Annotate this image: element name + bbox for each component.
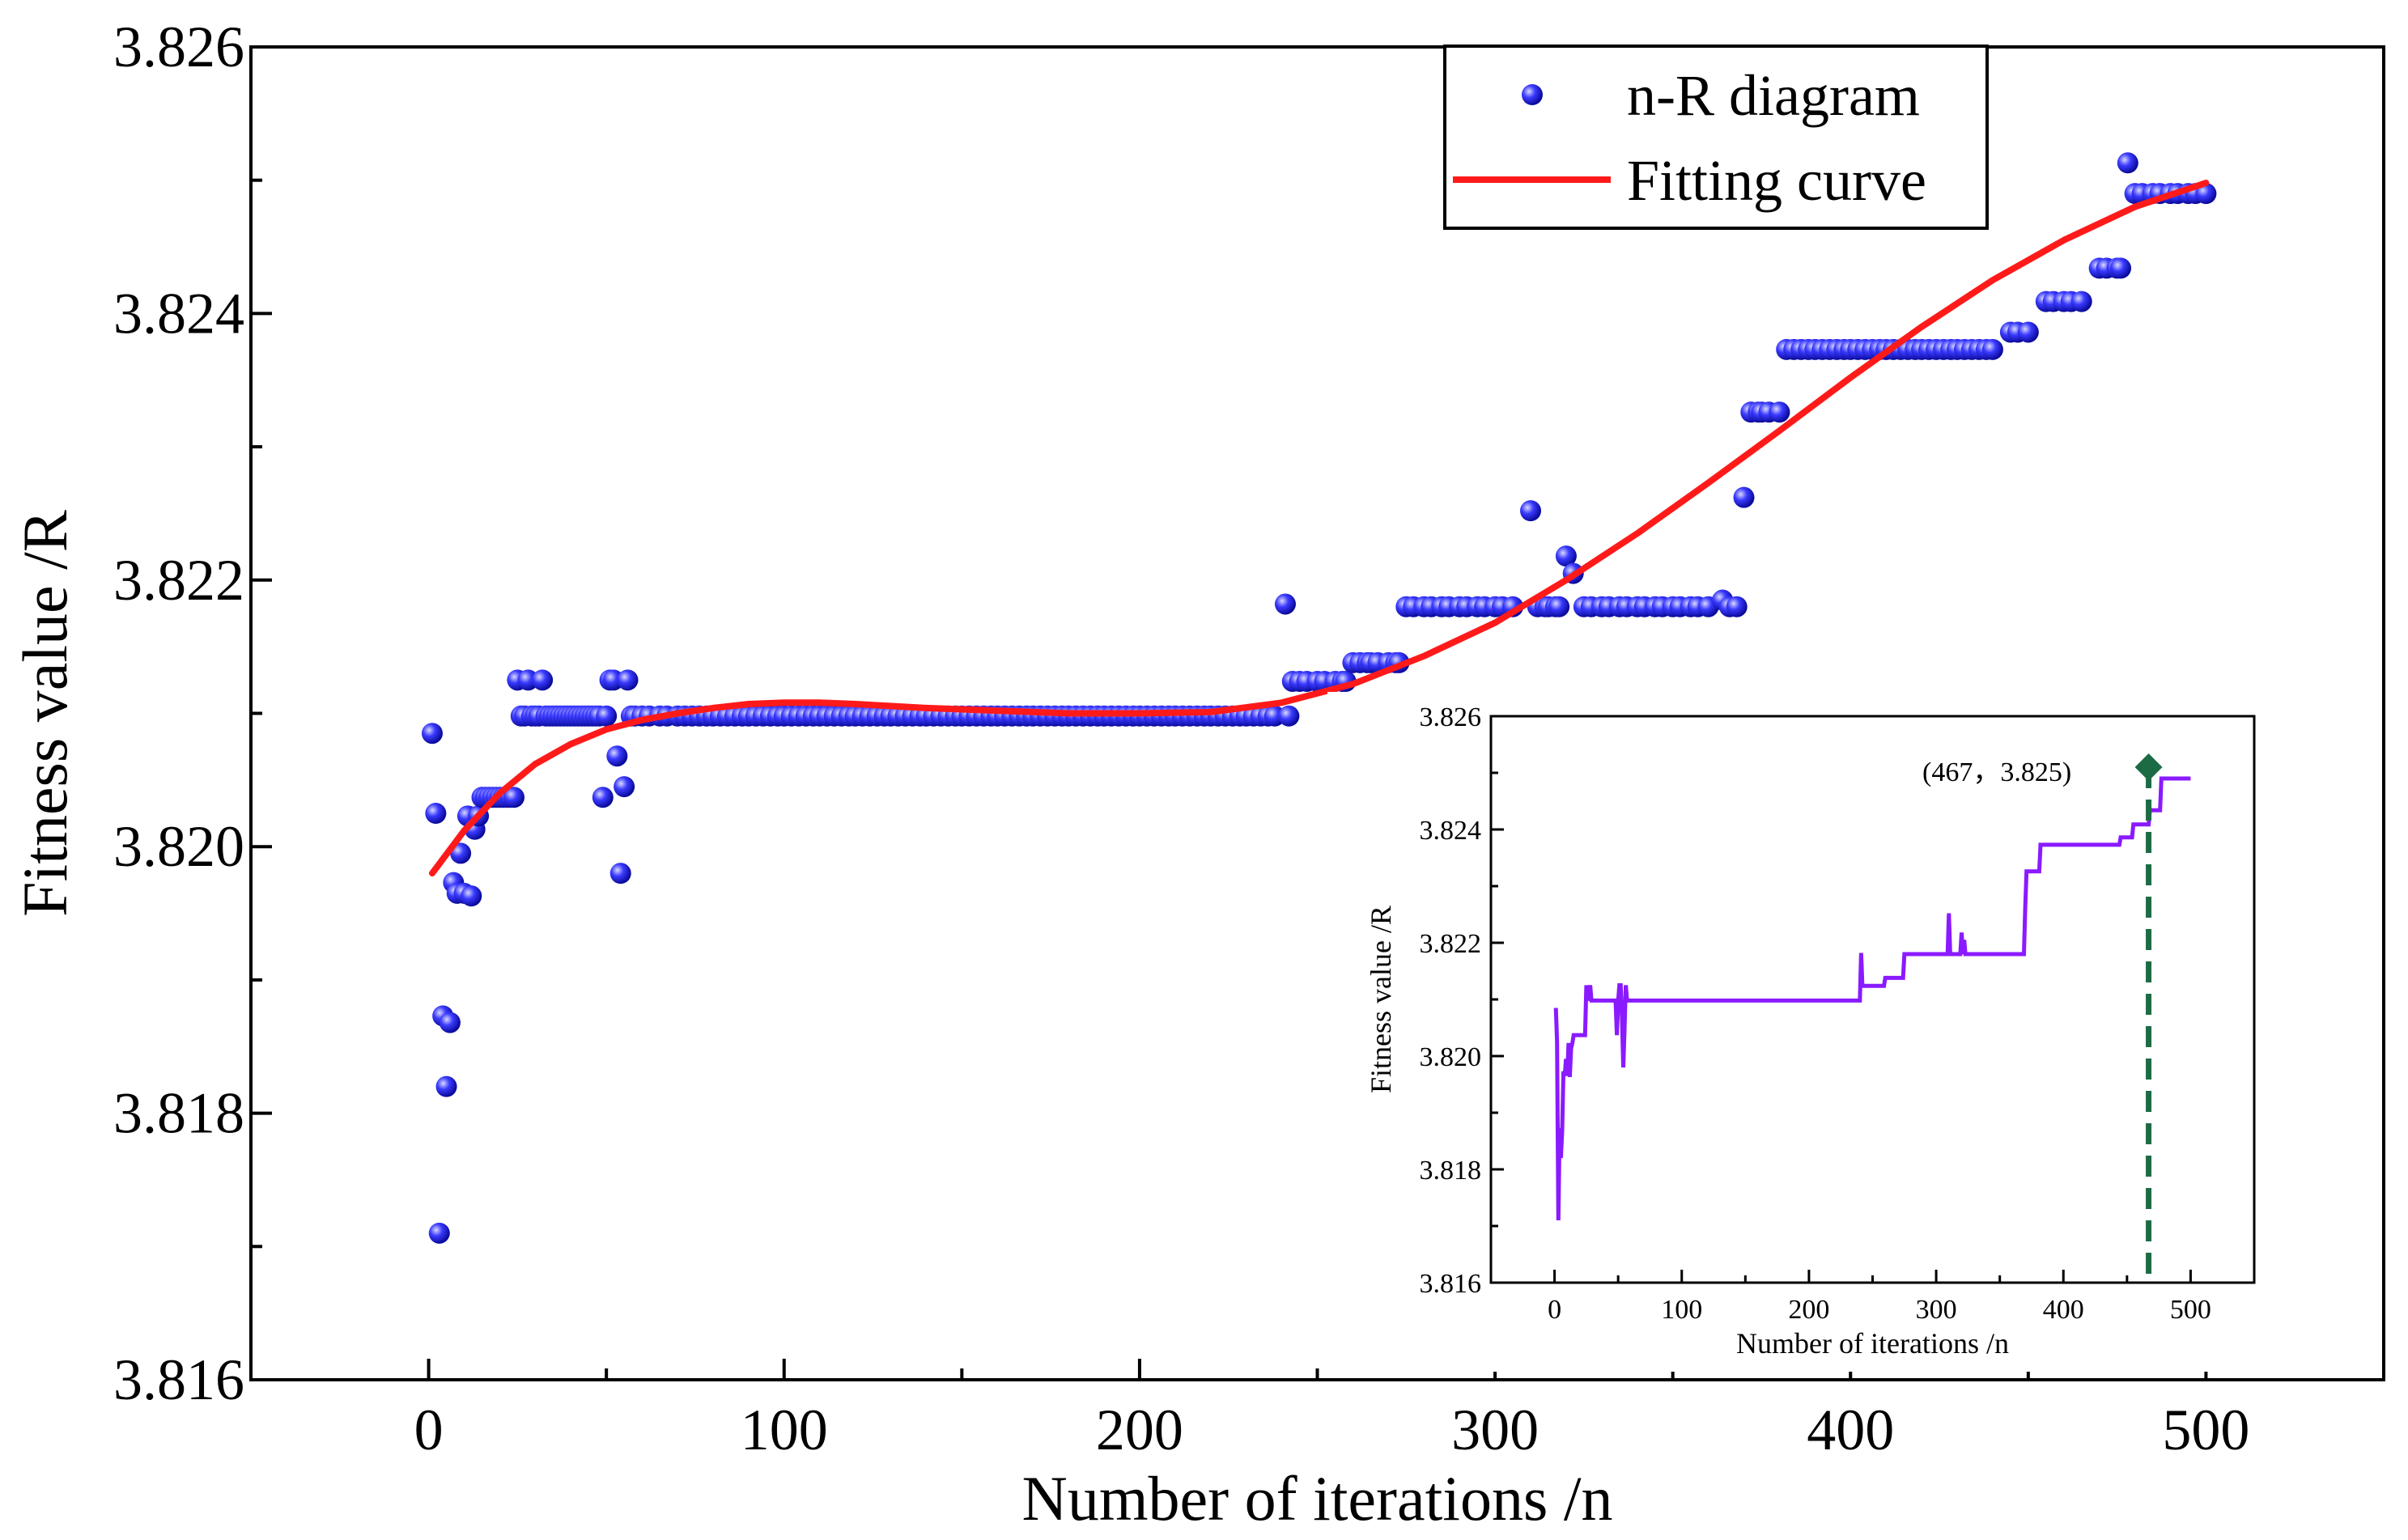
legend: n-R diagram Fitting curve [1443, 45, 1989, 230]
main-y-tick-label: 3.818 [113, 1081, 244, 1146]
scatter-point [609, 863, 631, 885]
inset-x-tick-label: 500 [2170, 1295, 2211, 1325]
scatter-point [532, 669, 554, 691]
inset-x-tick-label: 0 [1548, 1295, 1561, 1325]
main-y-tick-label: 3.816 [113, 1347, 244, 1412]
scatter-point [1278, 705, 1300, 727]
inset-y-axis: 3.816 3.818 3.820 3.822 3.824 3.826 [1420, 702, 1504, 1299]
inset-x-tick-label: 200 [1788, 1295, 1829, 1325]
scatter-point [503, 787, 524, 808]
scatter-point [435, 1075, 457, 1097]
inset-x-tick-label: 100 [1661, 1295, 1702, 1325]
main-x-axis-label: Number of iterations /n [1022, 1463, 1613, 1534]
legend-marker-n-r-diagram [1522, 84, 1543, 105]
main-x-tick-label: 300 [1451, 1398, 1539, 1462]
inset-chart: 3.816 3.818 3.820 3.822 3.824 3.826 0 100 200 30… [1327, 692, 2283, 1372]
inset-y-tick-label: 3.818 [1420, 1156, 1482, 1186]
main-x-tick-label: 0 [414, 1398, 444, 1462]
inset-series-layer [1553, 753, 2191, 1283]
main-y-tick-label: 3.820 [113, 814, 244, 879]
inset-x-axis: 0 100 200 300 400 500 [1548, 1270, 2211, 1325]
legend-label-fitting-curve: Fitting curve [1627, 148, 1926, 213]
scatter-point [2195, 183, 2217, 205]
main-x-tick-label: 100 [741, 1398, 828, 1462]
inset-y-tick-label: 3.816 [1420, 1269, 1482, 1299]
main-y-tick-label: 3.826 [113, 15, 244, 79]
fitting-curve-line [429, 180, 2210, 877]
scatter-point [2117, 152, 2138, 174]
inset-y-tick-label: 3.824 [1420, 816, 1482, 846]
scatter-point [1726, 596, 1748, 617]
scatter-point [439, 1012, 461, 1033]
inset-x-tick-label: 400 [2043, 1295, 2084, 1325]
main-y-axis: 3.816 3.818 3.820 3.822 3.824 3.826 [113, 15, 272, 1412]
scatter-point [1555, 545, 1577, 567]
scatter-point [606, 745, 628, 767]
scatter-point [2017, 321, 2039, 343]
scatter-point [1733, 486, 1755, 508]
scatter-point [450, 842, 472, 864]
main-x-axis: 0 100 200 300 400 500 [414, 1359, 2249, 1462]
inset-max-annotation: (467，3.825) [1922, 757, 2071, 787]
scatter-point [1548, 596, 1570, 617]
main-chart: 3.816 3.818 3.820 3.822 3.824 3.826 0 100 200 30… [10, 15, 2385, 1534]
inset-fitness-line [1553, 776, 2191, 1221]
legend-label-n-r-diagram: n-R diagram [1627, 63, 1920, 128]
inset-y-tick-label: 3.822 [1420, 929, 1482, 959]
scatter-point [614, 776, 635, 798]
inset-max-marker [2134, 753, 2163, 781]
inset-y-tick-label: 3.826 [1420, 702, 1482, 732]
scatter-point [596, 705, 618, 727]
main-series-layer [421, 152, 2217, 1244]
inset-background [1327, 692, 2283, 1372]
scatter-point [421, 723, 443, 745]
inset-y-tick-label: 3.820 [1420, 1042, 1482, 1072]
main-y-axis-label: Fitness value /R [10, 510, 80, 917]
main-x-tick-label: 200 [1096, 1398, 1183, 1462]
inset-y-axis-label: Fitness value /R [1365, 906, 1397, 1093]
scatter-point [428, 1222, 450, 1244]
scatter-point [1520, 500, 1541, 522]
main-y-tick-label: 3.822 [113, 548, 244, 613]
main-x-tick-label: 400 [1807, 1398, 1894, 1462]
legend-box [1443, 45, 1989, 230]
scatter-point [1769, 401, 1790, 423]
scatter-point [1274, 593, 1296, 615]
scatter-point [592, 787, 614, 808]
scatter-point [1981, 338, 2003, 360]
main-x-tick-label: 500 [2162, 1398, 2249, 1462]
scatter-point [425, 803, 447, 825]
inset-x-axis-label: Number of iterations /n [1736, 1327, 2009, 1360]
scatter-point [2070, 291, 2092, 312]
scatter-point [461, 885, 482, 907]
main-y-tick-label: 3.824 [113, 281, 244, 346]
scatter-point [617, 669, 639, 691]
inset-x-tick-label: 300 [1916, 1295, 1957, 1325]
scatter-point [2110, 257, 2132, 279]
